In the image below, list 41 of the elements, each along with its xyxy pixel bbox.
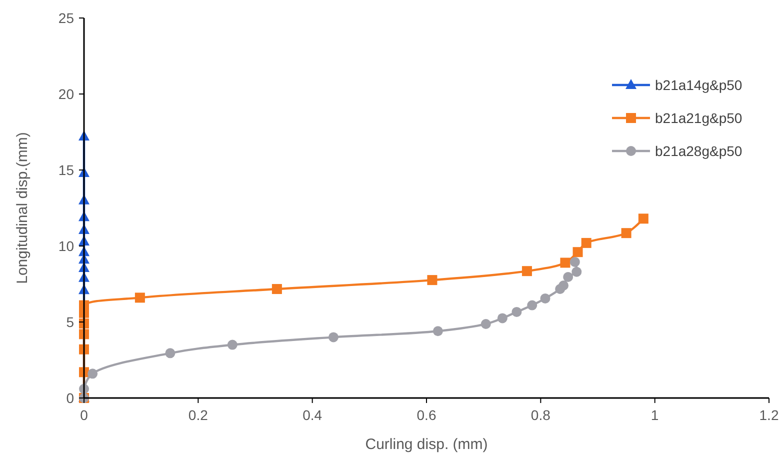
point	[427, 275, 438, 286]
y-tick-label: 25	[58, 10, 74, 26]
x-axis-title: Curling disp. (mm)	[365, 436, 488, 453]
y-axis-title: Longitudinal disp.(mm)	[14, 132, 31, 284]
point	[432, 326, 443, 336]
point	[563, 272, 574, 282]
point	[570, 256, 580, 267]
y-tick-label: 5	[66, 314, 74, 330]
y-tick-label: 15	[58, 162, 74, 178]
point	[88, 368, 98, 379]
legend-label: b21a28g&p50	[655, 142, 742, 159]
x-tick-label: 0.4	[302, 407, 322, 423]
point	[480, 318, 491, 329]
point	[512, 306, 522, 317]
point	[522, 266, 532, 276]
point	[328, 332, 338, 342]
y-tick-label: 20	[58, 86, 74, 102]
point	[272, 284, 282, 294]
x-tick-label: 0.8	[530, 407, 551, 423]
y-tick-label: 0	[66, 390, 74, 406]
point	[572, 247, 583, 258]
point	[497, 313, 508, 324]
point	[638, 214, 648, 224]
point	[572, 266, 582, 277]
point	[134, 292, 145, 303]
point	[540, 293, 550, 304]
point	[165, 348, 176, 358]
legend-label: b21a21g&p50	[655, 110, 742, 126]
point	[581, 238, 592, 248]
point	[560, 258, 570, 268]
point	[227, 340, 238, 350]
x-tick-label: 0	[80, 407, 88, 423]
point	[621, 228, 632, 238]
point	[558, 280, 568, 291]
x-tick-label: 0.2	[188, 407, 208, 423]
y-tick-label: 10	[58, 238, 74, 254]
x-tick-label: 0.6	[416, 407, 436, 423]
x-tick-label: 1	[650, 407, 659, 423]
point	[527, 300, 538, 310]
x-tick-label: 1.2	[759, 407, 779, 423]
legend-label: b21a14g&p50	[655, 76, 742, 93]
